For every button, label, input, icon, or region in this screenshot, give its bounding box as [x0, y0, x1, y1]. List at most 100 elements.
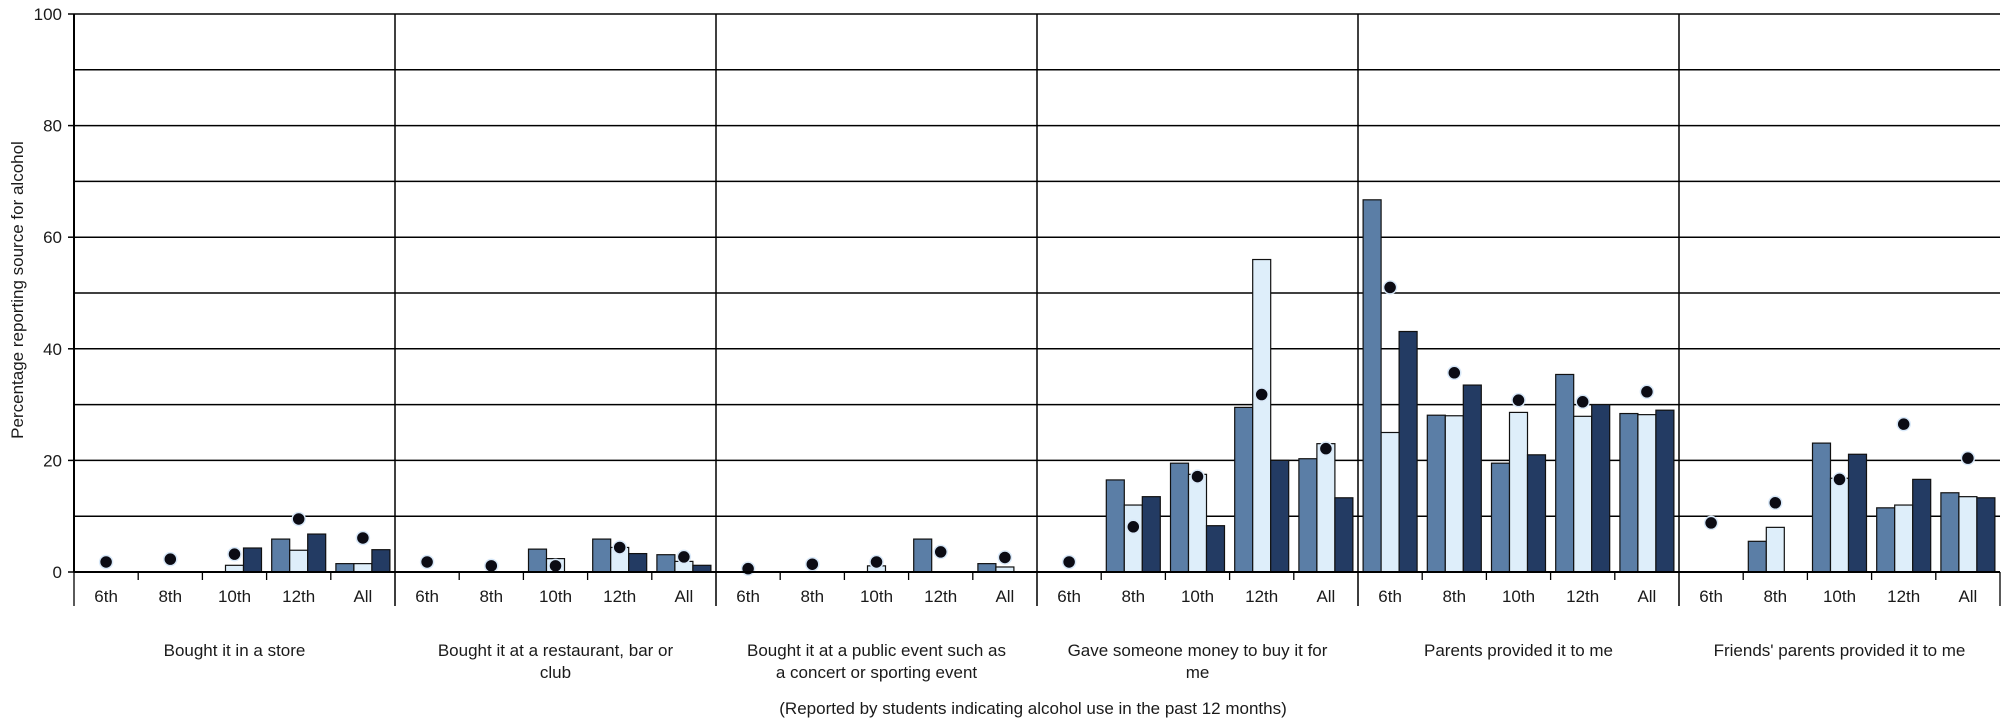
data-point [1511, 392, 1526, 408]
bar-1 [1811, 442, 1832, 573]
bar-3 [307, 533, 327, 573]
bar-2 [1508, 411, 1529, 573]
x-tick-label: 8th [1442, 587, 1466, 606]
y-axis-label: Percentage reporting source for alcohol [8, 141, 27, 439]
data-point [1832, 472, 1847, 487]
x-tick-label: 12th [1566, 587, 1599, 606]
bar-1 [335, 563, 355, 573]
bar-2 [1187, 473, 1208, 573]
data-point [740, 561, 756, 576]
x-tick-labels: 6th 8th 10th 12th All 6th 8th 10th 12th All 6th 8th… [94, 587, 1977, 606]
x-tick-label: All [995, 587, 1014, 606]
bar-3 [1976, 497, 1996, 573]
bar-2 [1252, 258, 1272, 573]
group-label: Gave someone money to buy it for me [1068, 641, 1328, 682]
bar-3 [242, 547, 263, 573]
bar-1 [1490, 462, 1511, 573]
bar-2 [1637, 414, 1657, 573]
x-tick-label: All [353, 587, 372, 606]
group-label: Bought it at a restaurant, bar or club [438, 641, 674, 682]
bar-1 [656, 554, 676, 573]
bar-1 [1105, 479, 1125, 573]
data-point [484, 558, 499, 574]
data-point [805, 556, 820, 572]
bar-3 [1847, 453, 1868, 573]
bar-3 [1526, 454, 1547, 573]
x-tick-label: 10th [539, 587, 572, 606]
x-tick-label: All [674, 587, 693, 606]
x-tick-label: 6th [736, 587, 760, 606]
bar-1 [1747, 540, 1767, 573]
x-tick-label: 10th [1181, 587, 1214, 606]
data-point [997, 550, 1013, 565]
group-label: Bought it at a public event such as a con… [747, 641, 1006, 682]
bar-2 [1380, 431, 1400, 573]
bar-2 [1958, 496, 1978, 573]
bar-3 [1398, 330, 1418, 573]
data-point [1896, 416, 1911, 432]
data-point [548, 558, 563, 574]
x-tick-label: 6th [1699, 587, 1723, 606]
axes [68, 13, 2001, 606]
y-tick-labels: 0 20 40 60 80 100 [34, 5, 62, 582]
bar-2 [1316, 443, 1336, 573]
data-point [291, 511, 306, 527]
data-point [1639, 384, 1655, 400]
dot-marks [98, 280, 1976, 576]
bar-1 [592, 538, 612, 573]
x-tick-label: 10th [1502, 587, 1535, 606]
bar-1 [1619, 412, 1639, 573]
x-tick-label: 6th [415, 587, 439, 606]
group-dividers [394, 14, 1680, 572]
data-point [1190, 469, 1205, 484]
bar-1 [977, 563, 997, 573]
bar-2 [1123, 504, 1143, 573]
x-tick-label: 8th [1763, 587, 1787, 606]
bar-3 [1205, 525, 1226, 573]
x-tick-label: 10th [1823, 587, 1856, 606]
x-tick-label: 6th [1378, 587, 1402, 606]
y-tick-label: 60 [43, 228, 62, 247]
bar-3 [1655, 409, 1675, 573]
group-label: Parents provided it to me [1424, 641, 1613, 660]
data-point [612, 540, 627, 555]
x-tick-label: All [1637, 587, 1656, 606]
bar-3 [1141, 496, 1161, 573]
bar-1 [1940, 492, 1960, 573]
y-tick-label: 80 [43, 117, 62, 136]
x-tick-label: 12th [1887, 587, 1920, 606]
bar-2 [353, 563, 373, 573]
bar-2 [1894, 504, 1914, 573]
data-point [1254, 387, 1269, 402]
data-point [1575, 394, 1590, 410]
data-point [1126, 519, 1141, 535]
bar-3 [1334, 497, 1354, 573]
data-point [163, 551, 178, 567]
bar-2 [1829, 477, 1850, 573]
y-tick-label: 0 [53, 563, 62, 582]
data-point [1061, 554, 1077, 570]
bar-1 [271, 538, 291, 573]
x-tick-label: All [1958, 587, 1977, 606]
x-tick-label: 6th [1057, 587, 1081, 606]
group-label: Bought it in a store [164, 641, 306, 660]
bar-1 [1234, 406, 1254, 573]
bar-marks [224, 199, 1996, 573]
x-tick-label: 8th [479, 587, 503, 606]
data-point [676, 549, 692, 565]
x-tick-label: 12th [282, 587, 315, 606]
bar-3 [371, 549, 391, 573]
x-tick-label: All [1316, 587, 1335, 606]
x-tick-label: 10th [218, 587, 251, 606]
bar-3 [1912, 478, 1932, 573]
bar-1 [1555, 373, 1575, 573]
bar-1 [527, 548, 548, 573]
bar-3 [1462, 384, 1482, 573]
bar-3 [628, 552, 648, 573]
data-point [419, 554, 435, 570]
x-tick-label: 6th [94, 587, 118, 606]
bar-2 [1444, 415, 1464, 573]
bar-2 [224, 564, 245, 573]
x-tick-label: 12th [603, 587, 636, 606]
bar-3 [692, 564, 712, 573]
